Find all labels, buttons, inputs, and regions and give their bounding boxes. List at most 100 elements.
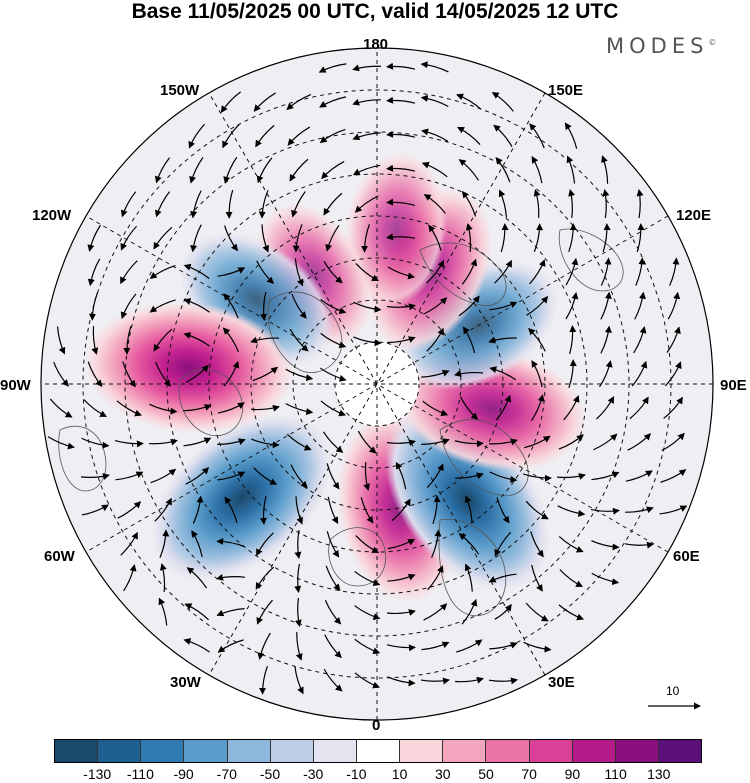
wind-vector-91 <box>120 293 137 320</box>
wind-vector-198 <box>81 504 109 516</box>
meridian-150 <box>208 92 546 676</box>
lon-label-30w: 30W <box>170 674 201 691</box>
wind-vector-161 <box>47 436 75 450</box>
wind-vector-191 <box>455 472 484 480</box>
wind-vector-190 <box>426 463 444 489</box>
colorbar-cell-2 <box>141 740 185 762</box>
wind-vector-235 <box>216 573 246 581</box>
wind-vector-145 <box>83 399 108 418</box>
wind-vector-246 <box>591 572 620 586</box>
wind-vector-53 <box>602 189 610 219</box>
wind-vector-1 <box>352 64 381 72</box>
wind-vector-95 <box>260 291 267 321</box>
colorbar-cell-10 <box>486 740 530 762</box>
wind-vector-157 <box>563 395 580 421</box>
wind-vector-106 <box>634 291 646 320</box>
wind-vector-92 <box>149 299 176 313</box>
wind-vector-4 <box>220 91 241 114</box>
colorbar-tick-label: 130 <box>647 766 671 782</box>
wind-vector-220 <box>256 532 274 557</box>
wind-vector-98 <box>353 301 382 313</box>
wind-vector-100 <box>423 297 448 315</box>
lon-label-120e: 120E <box>676 207 712 224</box>
wind-vector-171 <box>386 439 416 447</box>
wind-vector-30 <box>321 161 345 180</box>
wind-vector-127 <box>53 361 69 387</box>
colorbar-tick-label: 10 <box>391 766 408 782</box>
wind-vector-3 <box>420 61 449 73</box>
wind-vector-239 <box>354 570 381 587</box>
wind-vector-2 <box>386 62 416 70</box>
wind-vector-276 <box>420 677 450 685</box>
wind-vector-25 <box>154 157 171 184</box>
wind-vector-139 <box>531 360 543 388</box>
meridian-120 <box>85 215 669 553</box>
wind-vector-142 <box>631 360 648 387</box>
wind-vector-76 <box>217 267 246 277</box>
lon-label-30e: 30E <box>548 674 575 691</box>
wind-vector-107 <box>667 291 681 320</box>
colorbar-cell-12 <box>572 740 616 762</box>
wind-vector-51 <box>533 189 541 218</box>
wind-vector-7 <box>319 96 347 108</box>
wind-vector-255 <box>423 603 448 621</box>
wind-vector-154 <box>460 396 479 420</box>
wind-vector-151 <box>285 403 314 416</box>
wind-vector-210 <box>496 497 510 524</box>
wind-vector-48 <box>423 194 446 214</box>
wind-vector-40 <box>154 191 171 218</box>
positive-anomaly-center-5 <box>344 152 447 307</box>
wind-vector-204 <box>295 496 303 525</box>
wind-vector-67 <box>500 223 509 253</box>
wind-vector-236 <box>255 566 275 590</box>
wind-vector-128 <box>87 361 103 388</box>
wind-vector-24 <box>564 122 578 149</box>
wind-vector-200 <box>154 497 172 522</box>
wind-vector-72 <box>87 258 101 287</box>
wind-vector-250 <box>256 599 273 625</box>
wind-vector-249 <box>216 608 245 617</box>
wind-vector-110 <box>123 325 132 355</box>
globe-outline <box>40 47 714 721</box>
wind-vector-206 <box>360 497 374 524</box>
colorbar-tick-label: -90 <box>173 766 194 782</box>
wind-vector-241 <box>427 565 444 591</box>
wind-vector-59 <box>224 225 239 252</box>
wind-vector-264 <box>324 634 342 659</box>
wind-vector-273 <box>323 668 343 692</box>
wind-vector-238 <box>325 565 341 592</box>
colorbar-cell-4 <box>227 740 271 762</box>
wind-vector-115 <box>289 328 309 352</box>
wind-vector-163 <box>114 439 144 448</box>
wind-vector-162 <box>81 437 110 449</box>
wind-vector-140 <box>568 359 577 389</box>
wind-vector-248 <box>184 603 210 621</box>
lon-label-60e: 60E <box>673 548 700 565</box>
wind-vector-176 <box>558 434 584 450</box>
wind-vector-214 <box>625 506 654 514</box>
wind-vector-192 <box>489 471 518 483</box>
wind-vector-222 <box>326 531 340 558</box>
wind-vector-164 <box>149 438 178 446</box>
wind-vector-32 <box>386 164 416 172</box>
wind-vector-199 <box>117 501 142 519</box>
colorbar-tick-label: -30 <box>303 766 324 782</box>
wind-vector-153 <box>422 400 449 417</box>
wind-vector-54 <box>636 189 644 219</box>
colorbar-tick-label: 110 <box>604 766 627 782</box>
wind-vector-23 <box>529 123 545 149</box>
wind-vector-245 <box>559 569 584 588</box>
wind-vector-228 <box>530 531 544 558</box>
lon-label-0: 0 <box>372 717 381 734</box>
wind-vector-79 <box>323 260 343 284</box>
wind-vector-34 <box>458 159 479 181</box>
wind-vector-130 <box>155 361 171 387</box>
wind-vector-84 <box>494 259 512 284</box>
wind-vector-36 <box>531 156 543 184</box>
wind-vector-275 <box>387 676 416 687</box>
lon-label-60w: 60W <box>44 548 75 565</box>
wind-vector-278 <box>488 677 518 685</box>
colorbar-cell-14 <box>658 740 702 762</box>
wind-vector-149 <box>217 402 245 414</box>
wind-vector-207 <box>391 498 411 522</box>
